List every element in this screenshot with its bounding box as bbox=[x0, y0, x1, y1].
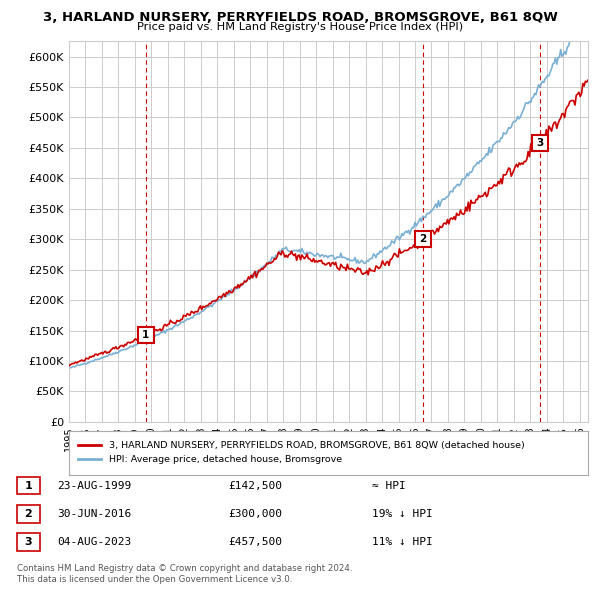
Text: Contains HM Land Registry data © Crown copyright and database right 2024.: Contains HM Land Registry data © Crown c… bbox=[17, 565, 352, 573]
Text: 1: 1 bbox=[142, 330, 149, 340]
Text: 3, HARLAND NURSERY, PERRYFIELDS ROAD, BROMSGROVE, B61 8QW: 3, HARLAND NURSERY, PERRYFIELDS ROAD, BR… bbox=[43, 11, 557, 24]
Text: 11% ↓ HPI: 11% ↓ HPI bbox=[372, 537, 433, 547]
Text: £142,500: £142,500 bbox=[228, 481, 282, 490]
Text: This data is licensed under the Open Government Licence v3.0.: This data is licensed under the Open Gov… bbox=[17, 575, 292, 584]
Text: 30-JUN-2016: 30-JUN-2016 bbox=[57, 509, 131, 519]
Text: ≈ HPI: ≈ HPI bbox=[372, 481, 406, 490]
Text: 1: 1 bbox=[25, 481, 32, 490]
Text: 23-AUG-1999: 23-AUG-1999 bbox=[57, 481, 131, 490]
Text: 04-AUG-2023: 04-AUG-2023 bbox=[57, 537, 131, 547]
Text: 3: 3 bbox=[536, 138, 544, 148]
Text: 2: 2 bbox=[25, 509, 32, 519]
Legend: 3, HARLAND NURSERY, PERRYFIELDS ROAD, BROMSGROVE, B61 8QW (detached house), HPI:: 3, HARLAND NURSERY, PERRYFIELDS ROAD, BR… bbox=[74, 438, 528, 468]
Text: 3: 3 bbox=[25, 537, 32, 547]
Text: £457,500: £457,500 bbox=[228, 537, 282, 547]
Text: 2: 2 bbox=[419, 234, 427, 244]
Text: £300,000: £300,000 bbox=[228, 509, 282, 519]
Text: Price paid vs. HM Land Registry's House Price Index (HPI): Price paid vs. HM Land Registry's House … bbox=[137, 22, 463, 32]
Text: 19% ↓ HPI: 19% ↓ HPI bbox=[372, 509, 433, 519]
